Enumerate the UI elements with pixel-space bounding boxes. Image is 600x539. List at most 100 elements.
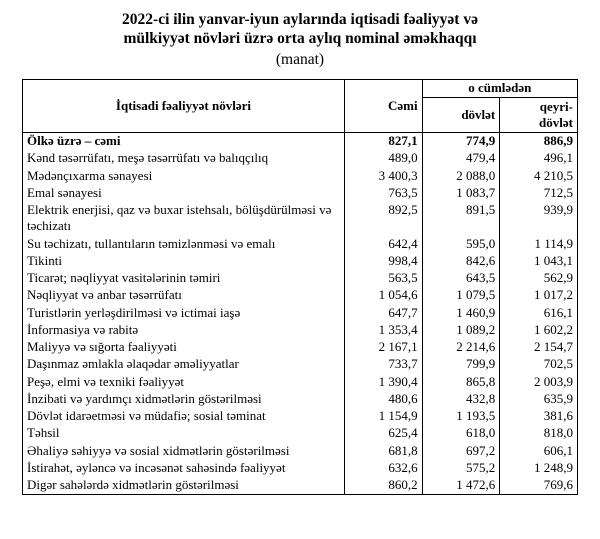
table-row: Təhsil625,4618,0818,0 <box>23 425 578 442</box>
table-row: İnzibati və yardımçı xidmətlərin göstəri… <box>23 390 578 407</box>
row-total: 480,6 <box>344 390 422 407</box>
row-label: Daşınmaz əmlakla əlaqədar əməliyyatlar <box>23 356 345 373</box>
table-row: Elektrik enerjisi, qaz və buxar istehsal… <box>23 202 578 236</box>
row-qeyri: 562,9 <box>500 270 578 287</box>
row-qeyri: 818,0 <box>500 425 578 442</box>
row-qeyri: 1 043,1 <box>500 252 578 269</box>
row-total: 892,5 <box>344 202 422 236</box>
page-title: 2022-ci ilin yanvar-iyun aylarında iqtis… <box>32 10 568 49</box>
row-total: 489,0 <box>344 150 422 167</box>
table-row: Peşə, elmi və texniki fəaliyyət1 390,486… <box>23 373 578 390</box>
row-qeyri: 635,9 <box>500 390 578 407</box>
row-qeyri: 4 210,5 <box>500 167 578 184</box>
row-qeyri: 1 114,9 <box>500 235 578 252</box>
row-dovlet: 697,2 <box>422 442 500 459</box>
row-total: 1 353,4 <box>344 321 422 338</box>
row-label: İnzibati və yardımçı xidmətlərin göstəri… <box>23 390 345 407</box>
row-qeyri: 2 154,7 <box>500 339 578 356</box>
row-dovlet: 595,0 <box>422 235 500 252</box>
row-label: Ticarət; nəqliyyat vasitələrinin təmiri <box>23 270 345 287</box>
row-label: Maliyyə və sığorta fəaliyyəti <box>23 339 345 356</box>
col-header-dovlet: dövlət <box>422 98 500 133</box>
table-row: İstirahət, əyləncə və incəsənət sahəsind… <box>23 459 578 476</box>
row-total: 1 054,6 <box>344 287 422 304</box>
row-total: 563,5 <box>344 270 422 287</box>
row-dovlet: 2 214,6 <box>422 339 500 356</box>
row-dovlet: 432,8 <box>422 390 500 407</box>
table-row: Ticarət; nəqliyyat vasitələrinin təmiri5… <box>23 270 578 287</box>
table-row: Ölkə üzrə – cəmi827,1774,9886,9 <box>23 132 578 150</box>
row-qeyri: 1 017,2 <box>500 287 578 304</box>
row-label: Elektrik enerjisi, qaz və buxar istehsal… <box>23 202 345 236</box>
row-total: 763,5 <box>344 184 422 201</box>
table-body: Ölkə üzrə – cəmi827,1774,9886,9Kənd təsə… <box>23 132 578 494</box>
row-dovlet: 1 089,2 <box>422 321 500 338</box>
row-dovlet: 774,9 <box>422 132 500 150</box>
table-row: Digər sahələrdə xidmətlərin göstərilməsi… <box>23 477 578 495</box>
row-label: İnformasiya və rabitə <box>23 321 345 338</box>
row-dovlet: 1 460,9 <box>422 304 500 321</box>
col-header-qeyri: qeyri- dövlət <box>500 98 578 133</box>
page-subtitle: (manat) <box>22 51 578 69</box>
col-header-ocumleden: o cümlədən <box>422 79 577 97</box>
col-header-total: Cəmi <box>344 79 422 132</box>
row-dovlet: 1 472,6 <box>422 477 500 495</box>
table-row: İnformasiya və rabitə1 353,41 089,21 602… <box>23 321 578 338</box>
table-row: Su təchizatı, tullantıların təmizlənməsi… <box>23 235 578 252</box>
row-label: Mədənçıxarma sənayesi <box>23 167 345 184</box>
row-dovlet: 891,5 <box>422 202 500 236</box>
row-dovlet: 643,5 <box>422 270 500 287</box>
row-total: 642,4 <box>344 235 422 252</box>
row-qeyri: 2 003,9 <box>500 373 578 390</box>
row-total: 998,4 <box>344 252 422 269</box>
row-label: İstirahət, əyləncə və incəsənət sahəsind… <box>23 459 345 476</box>
row-label: Əhaliyə səhiyyə və sosial xidmətlərin gö… <box>23 442 345 459</box>
row-dovlet: 575,2 <box>422 459 500 476</box>
row-dovlet: 842,6 <box>422 252 500 269</box>
row-label: Su təchizatı, tullantıların təmizlənməsi… <box>23 235 345 252</box>
table-row: Daşınmaz əmlakla əlaqədar əməliyyatlar73… <box>23 356 578 373</box>
table-row: Maliyyə və sığorta fəaliyyəti2 167,12 21… <box>23 339 578 356</box>
row-dovlet: 2 088,0 <box>422 167 500 184</box>
row-qeyri: 496,1 <box>500 150 578 167</box>
row-total: 733,7 <box>344 356 422 373</box>
row-qeyri: 1 602,2 <box>500 321 578 338</box>
row-total: 2 167,1 <box>344 339 422 356</box>
row-label: Turistlərin yerləşdirilməsi və ictimai i… <box>23 304 345 321</box>
row-label: Tikinti <box>23 252 345 269</box>
row-qeyri: 712,5 <box>500 184 578 201</box>
row-total: 1 154,9 <box>344 408 422 425</box>
row-label: Dövlət idarəetməsi və müdafiə; sosial tə… <box>23 408 345 425</box>
table-row: Nəqliyyat və anbar təsərrüfatı1 054,6 1 0… <box>23 287 578 304</box>
row-total: 827,1 <box>344 132 422 150</box>
table-row: Emal sənayesi763,51 083,7712,5 <box>23 184 578 201</box>
row-total: 647,7 <box>344 304 422 321</box>
row-qeyri: 702,5 <box>500 356 578 373</box>
row-label: Təhsil <box>23 425 345 442</box>
table-row: Əhaliyə səhiyyə və sosial xidmətlərin gö… <box>23 442 578 459</box>
row-label: Peşə, elmi və texniki fəaliyyət <box>23 373 345 390</box>
row-label: Kənd təsərrüfatı, meşə təsərrüfatı və ba… <box>23 150 345 167</box>
row-qeyri: 886,9 <box>500 132 578 150</box>
col-header-activity: İqtisadi fəaliyyət növləri <box>23 79 345 132</box>
row-dovlet: 865,8 <box>422 373 500 390</box>
row-qeyri: 1 248,9 <box>500 459 578 476</box>
row-qeyri: 606,1 <box>500 442 578 459</box>
row-dovlet: 799,9 <box>422 356 500 373</box>
row-total: 860,2 <box>344 477 422 495</box>
row-total: 625,4 <box>344 425 422 442</box>
row-dovlet: 618,0 <box>422 425 500 442</box>
row-label: Emal sənayesi <box>23 184 345 201</box>
table-row: Dövlət idarəetməsi və müdafiə; sosial tə… <box>23 408 578 425</box>
row-label: Nəqliyyat və anbar təsərrüfatı <box>23 287 345 304</box>
row-total: 681,8 <box>344 442 422 459</box>
table-row: Kənd təsərrüfatı, meşə təsərrüfatı və ba… <box>23 150 578 167</box>
row-total: 632,6 <box>344 459 422 476</box>
salary-table: İqtisadi fəaliyyət növləri Cəmi o cümləd… <box>22 79 578 495</box>
row-dovlet: 1 083,7 <box>422 184 500 201</box>
row-total: 1 390,4 <box>344 373 422 390</box>
page: 2022-ci ilin yanvar-iyun aylarında iqtis… <box>0 0 600 539</box>
row-label: Ölkə üzrə – cəmi <box>23 132 345 150</box>
table-row: Tikinti998,4842,61 043,1 <box>23 252 578 269</box>
row-dovlet: 1 193,5 <box>422 408 500 425</box>
